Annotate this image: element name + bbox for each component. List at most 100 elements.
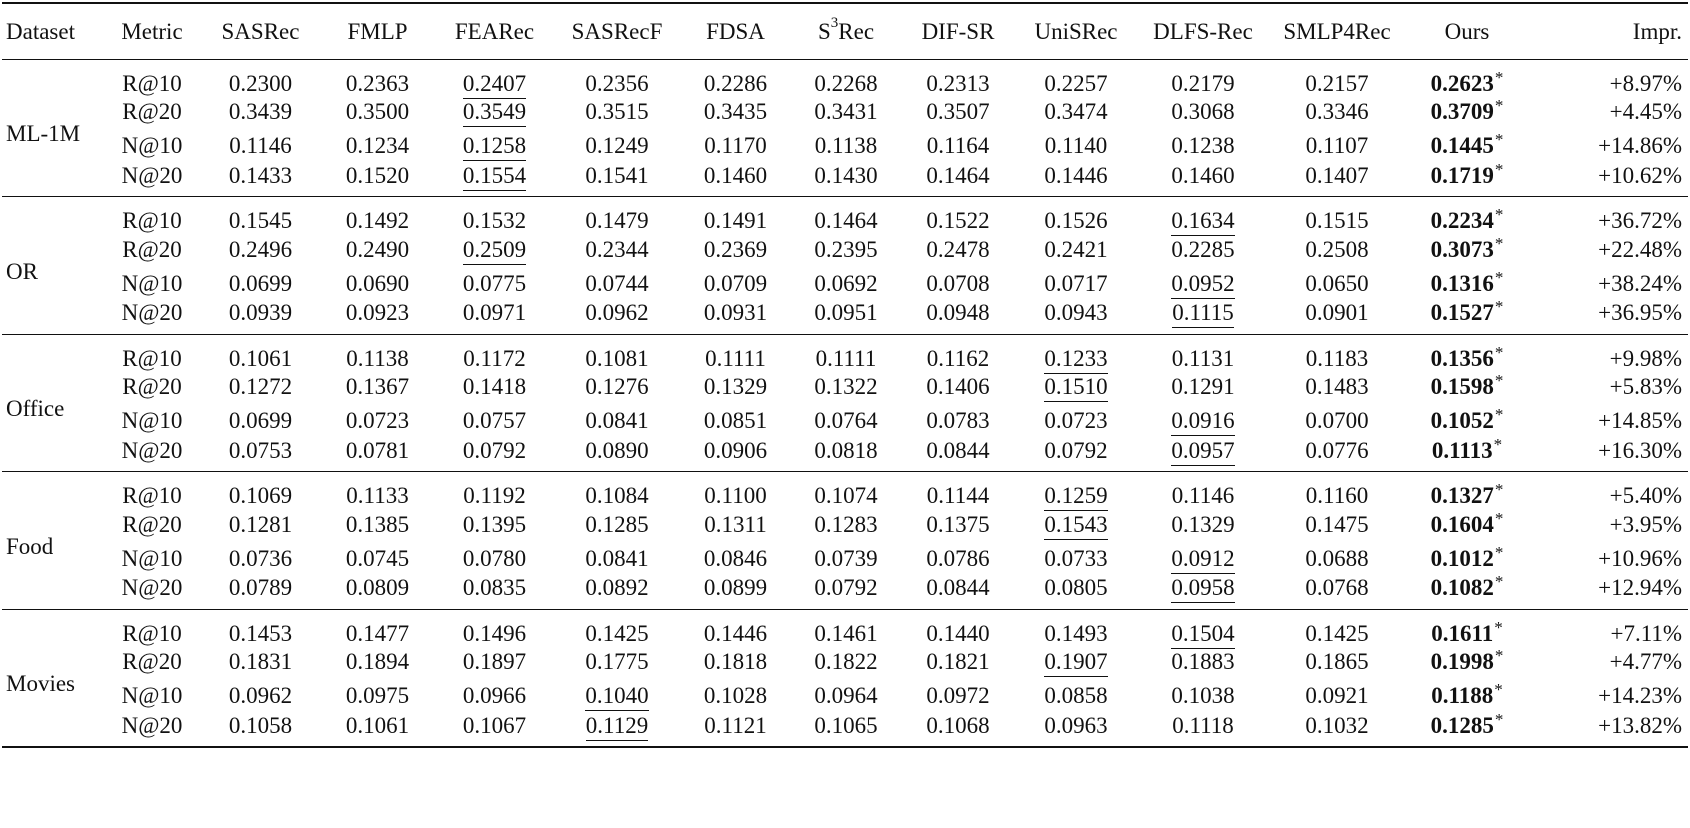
value: 0.1475 (1305, 511, 1369, 537)
improvement-value: +14.23% (1598, 683, 1682, 708)
value: 0.0939 (228, 300, 293, 326)
dataset-name: OR (6, 258, 38, 284)
second-best-value: 0.0912 (1171, 545, 1235, 574)
value: 0.0899 (703, 575, 768, 601)
second-best-value: 0.2509 (462, 236, 527, 265)
value: 0.0776 (1305, 437, 1369, 463)
best-value-cell: 0.1611* (1406, 609, 1528, 645)
value-cell: 0.1425 (553, 609, 681, 645)
value: 0.3507 (926, 99, 990, 124)
significance-marker: * (1494, 371, 1504, 390)
value: 0.1440 (926, 620, 990, 646)
value-cell: 0.3549 (436, 95, 553, 129)
value: 0.1111 (815, 345, 877, 371)
value: 0.0723 (345, 408, 410, 433)
metric-name: R@20 (122, 99, 182, 124)
second-best-value: 0.1543 (1044, 511, 1108, 540)
significance-marker: * (1494, 542, 1504, 562)
value: 0.0809 (345, 575, 410, 601)
column-header-unisrec: UniSRec (1034, 18, 1118, 44)
value-cell: 0.0776 (1268, 438, 1406, 472)
value: 0.2490 (345, 236, 410, 262)
value-cell: 0.3507 (902, 95, 1014, 129)
value-cell: 0.1032 (1268, 713, 1406, 747)
value-cell: 0.0650 (1268, 266, 1406, 300)
second-best-value: 0.1907 (1044, 649, 1108, 677)
best-value-cell: 0.3709* (1406, 95, 1528, 129)
best-value-cell: 0.1356* (1406, 334, 1528, 370)
value: 0.0792 (1044, 437, 1108, 463)
value-cell: 0.1464 (902, 163, 1014, 197)
value-cell: 0.0723 (319, 404, 436, 438)
value: 0.1367 (345, 374, 410, 399)
best-value: 0.1445 (1430, 133, 1494, 158)
value: 0.3439 (228, 99, 293, 124)
dataset-group-ml-1m: ML-1M R@10 0.2300 0.2363 0.2407 0.2356 0.2286 0… (2, 59, 1688, 197)
value-cell: 0.0780 (436, 541, 553, 575)
value-cell: 0.1276 (553, 370, 681, 404)
value: 0.1058 (228, 712, 293, 738)
value-cell: 0.2300 (202, 59, 319, 95)
metric-name: N@10 (121, 270, 183, 296)
improvement-value: +22.48% (1598, 236, 1682, 262)
value: 0.2157 (1305, 70, 1369, 96)
column-header-ours: Ours (1444, 18, 1490, 44)
best-value-cell: 0.1012* (1406, 541, 1528, 575)
improvement-value: +10.96% (1598, 545, 1682, 571)
value: 0.2496 (228, 236, 293, 262)
value: 0.1894 (345, 649, 410, 674)
value-cell: 0.1259 (1014, 472, 1138, 511)
value-cell: 0.0943 (1014, 300, 1138, 334)
value-cell: 0.1170 (681, 129, 790, 163)
table-row: N@10 0.1146 0.1234 0.1258 0.1249 0.1170 0.1138… (2, 129, 1688, 163)
value-cell: 0.1492 (319, 197, 436, 232)
table-row: N@20 0.1058 0.1061 0.1067 0.1129 0.1121 0.1065… (2, 711, 1688, 747)
value: 0.1146 (1171, 483, 1235, 508)
value-cell: 0.1162 (902, 334, 1014, 370)
metric-name: R@20 (122, 511, 182, 537)
value: 0.1172 (463, 345, 526, 371)
value-cell: 0.1111 (681, 334, 790, 370)
value-cell: 0.1446 (681, 609, 790, 645)
value-cell: 0.0948 (902, 300, 1014, 334)
value-cell: 0.1061 (202, 334, 319, 370)
value: 0.2478 (926, 236, 990, 262)
table-row: R@20 0.1831 0.1894 0.1897 0.1775 0.1818 0.1822… (2, 645, 1688, 679)
value: 0.0890 (585, 437, 649, 463)
value: 0.1446 (1044, 162, 1108, 188)
value-cell: 0.1249 (553, 129, 681, 163)
value-cell: 0.1146 (1138, 472, 1268, 508)
best-value: 0.2623 (1430, 70, 1494, 96)
significance-marker: * (1494, 159, 1504, 179)
value-cell: 0.1440 (902, 609, 1014, 645)
value-cell: 0.0951 (790, 300, 902, 334)
value-cell: 0.0966 (436, 679, 553, 713)
value: 0.0789 (228, 575, 293, 601)
value-cell: 0.0723 (1014, 404, 1138, 438)
value-cell: 0.1831 (202, 645, 319, 679)
value-cell: 0.1028 (681, 679, 790, 713)
table-row: N@20 0.1433 0.1520 0.1554 0.1541 0.1460 0.1430… (2, 159, 1688, 197)
value-cell: 0.1192 (436, 472, 553, 507)
value-cell: 0.3068 (1138, 95, 1268, 129)
best-value: 0.3709 (1430, 99, 1494, 124)
value-cell: 0.1118 (1138, 713, 1268, 747)
value: 0.0786 (926, 545, 990, 571)
value-cell: 0.1821 (902, 645, 1014, 679)
value: 0.0858 (1044, 683, 1108, 708)
value-cell: 0.2363 (319, 59, 436, 95)
value: 0.1522 (926, 208, 990, 233)
column-header-fdsa: FDSA (706, 18, 765, 44)
value-cell: 0.2478 (902, 232, 1014, 266)
table-row: ML-1M R@10 0.2300 0.2363 0.2407 0.2356 0.2286 0… (2, 59, 1688, 146)
value: 0.0906 (703, 437, 768, 463)
value-cell: 0.1233 (1014, 334, 1138, 374)
value-cell: 0.1406 (902, 370, 1014, 404)
value-cell: 0.1545 (202, 197, 319, 232)
value-cell: 0.0921 (1268, 679, 1406, 713)
dataset-name: Food (6, 533, 54, 559)
best-value-cell: 0.2234* (1406, 197, 1528, 232)
value: 0.0739 (814, 545, 878, 571)
value: 0.0962 (228, 683, 293, 708)
value-cell: 0.0841 (553, 541, 681, 575)
